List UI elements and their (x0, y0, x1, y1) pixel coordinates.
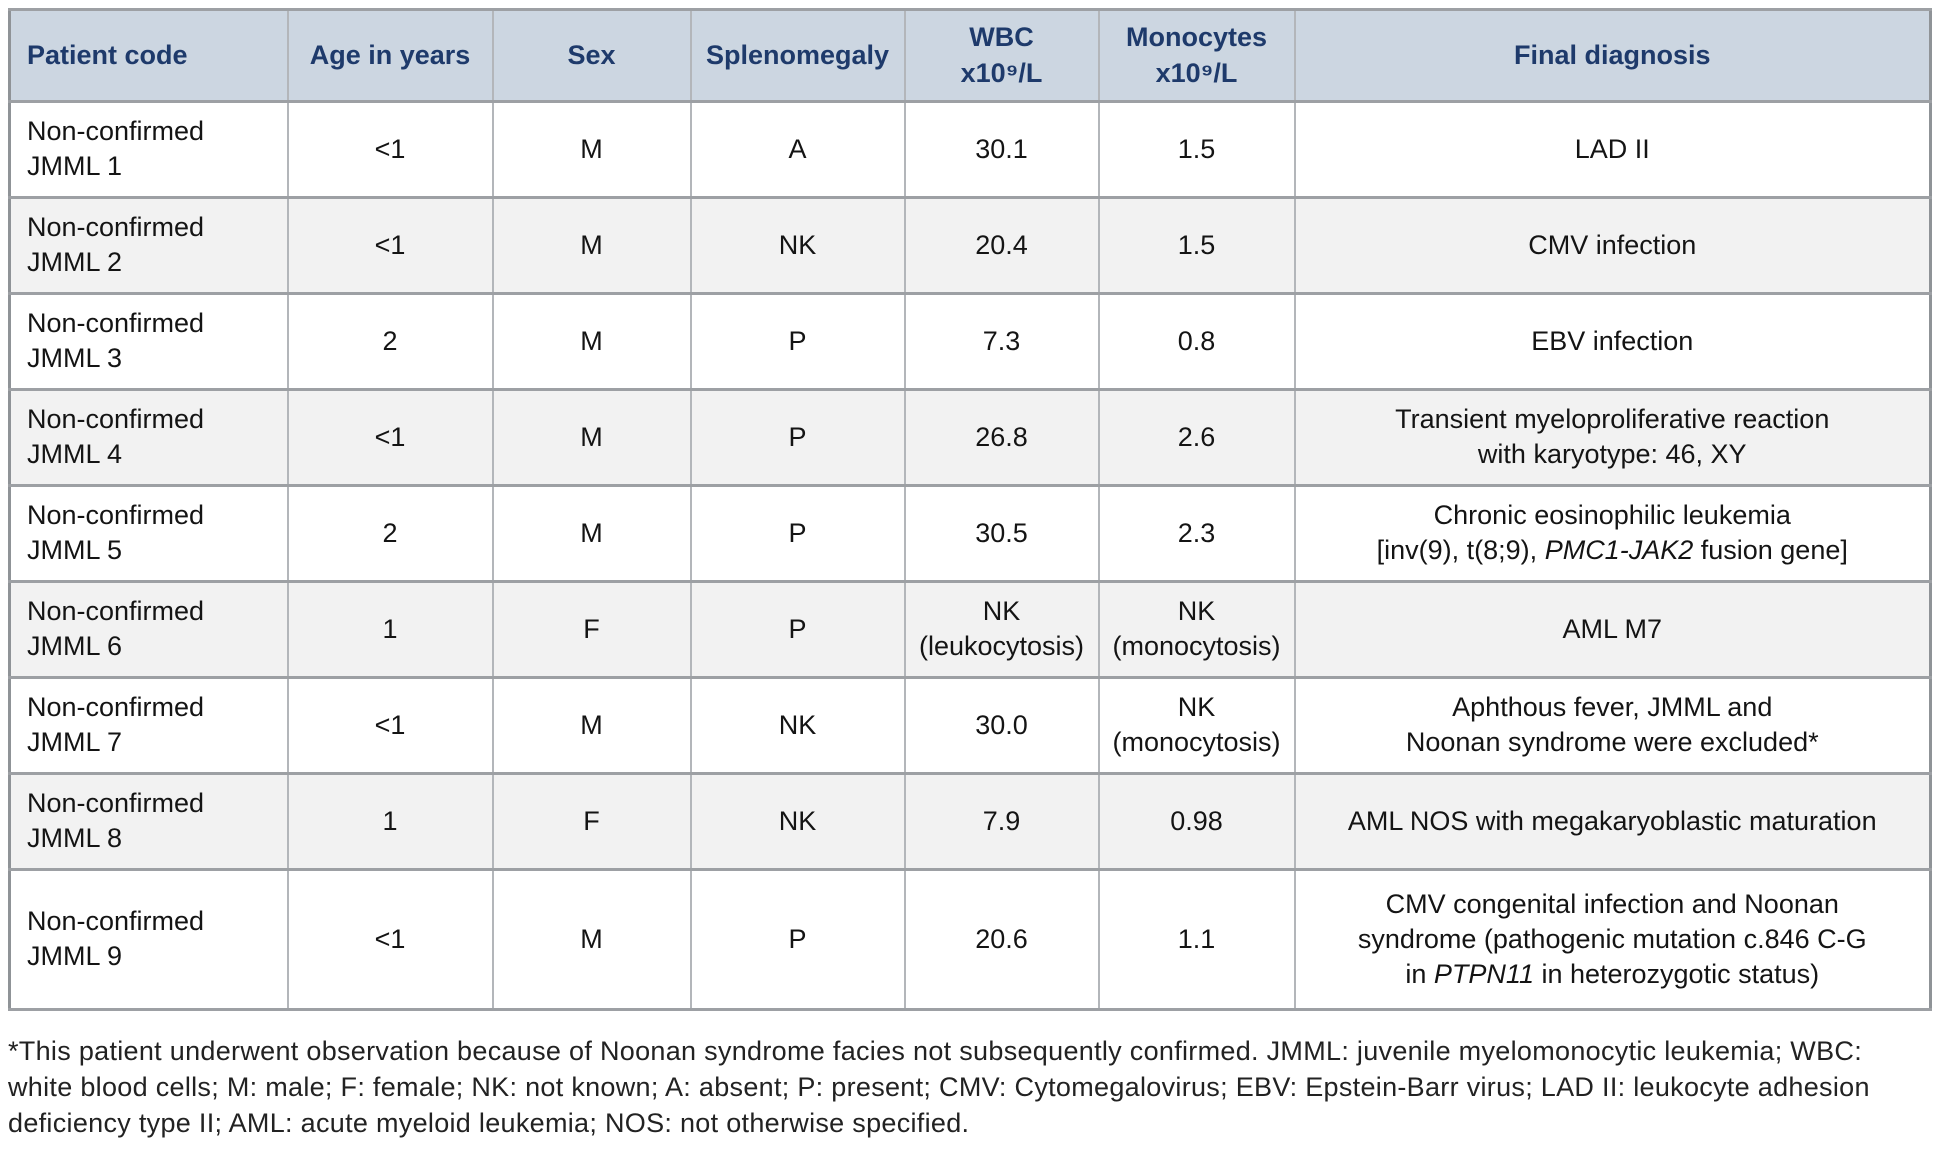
cell-monocytes: 0.98 (1097, 771, 1296, 871)
cell-monocytes: 0.8 (1097, 291, 1296, 391)
cell-splenomegaly: NK (689, 771, 906, 871)
cell-patient-code: Non-confirmed JMML 3 (8, 291, 289, 391)
cell-wbc: 30.0 (903, 675, 1100, 775)
cell-final-diagnosis: CMV infection (1293, 195, 1932, 295)
header-sex: Sex (491, 8, 692, 103)
cell-patient-code: Non-confirmed JMML 8 (8, 771, 289, 871)
cell-splenomegaly: NK (689, 195, 906, 295)
cell-final-diagnosis: Chronic eosinophilic leukemia [inv(9), t(… (1293, 483, 1932, 583)
cell-splenomegaly: NK (689, 675, 906, 775)
cell-sex: F (491, 579, 692, 679)
table-row: Non-confirmed JMML 3 2 M P 7.3 0.8 EBV i… (8, 291, 1932, 391)
cell-monocytes: 1.5 (1097, 99, 1296, 199)
cell-sex: M (491, 483, 692, 583)
header-age: Age in years (286, 8, 494, 103)
cell-final-diagnosis: Transient myeloproliferative reaction wit… (1293, 387, 1932, 487)
cell-splenomegaly: P (689, 579, 906, 679)
header-row: Patient code Age in years Sex Splenomega… (8, 8, 1932, 103)
table-header: Patient code Age in years Sex Splenomega… (8, 8, 1932, 103)
table-row: Non-confirmed JMML 2 <1 M NK 20.4 1.5 CM… (8, 195, 1932, 295)
cell-final-diagnosis: EBV infection (1293, 291, 1932, 391)
cell-patient-code: Non-confirmed JMML 2 (8, 195, 289, 295)
cell-monocytes: 2.3 (1097, 483, 1296, 583)
cell-wbc: NK (leukocytosis) (903, 579, 1100, 679)
cell-age: 2 (286, 483, 494, 583)
cell-splenomegaly: P (689, 483, 906, 583)
cell-final-diagnosis: AML NOS with megakaryoblastic maturation (1293, 771, 1932, 871)
cell-age: <1 (286, 195, 494, 295)
cell-sex: M (491, 867, 692, 1011)
table-row: Non-confirmed JMML 8 1 F NK 7.9 0.98 AML… (8, 771, 1932, 871)
header-final-diagnosis: Final diagnosis (1293, 8, 1932, 103)
cell-splenomegaly: P (689, 867, 906, 1011)
header-monocytes: Monocytes x10⁹/L (1097, 8, 1296, 103)
cell-wbc: 20.6 (903, 867, 1100, 1011)
cell-patient-code: Non-confirmed JMML 9 (8, 867, 289, 1011)
header-splenomegaly: Splenomegaly (689, 8, 906, 103)
cell-monocytes: 1.1 (1097, 867, 1296, 1011)
cell-sex: M (491, 291, 692, 391)
header-wbc: WBC x10⁹/L (903, 8, 1100, 103)
cell-monocytes: NK (monocytosis) (1097, 675, 1296, 775)
table-footnote: *This patient underwent observation beca… (8, 1035, 1870, 1139)
cell-final-diagnosis: AML M7 (1293, 579, 1932, 679)
cell-age: <1 (286, 867, 494, 1011)
header-patient-code: Patient code (8, 8, 289, 103)
cell-final-diagnosis: Aphthous fever, JMML and Noonan syndrome … (1293, 675, 1932, 775)
cell-wbc: 7.9 (903, 771, 1100, 871)
cell-monocytes: NK (monocytosis) (1097, 579, 1296, 679)
table-row: Non-confirmed JMML 1 <1 M A 30.1 1.5 LAD… (8, 99, 1932, 199)
cell-splenomegaly: P (689, 387, 906, 487)
cell-patient-code: Non-confirmed JMML 4 (8, 387, 289, 487)
cell-wbc: 20.4 (903, 195, 1100, 295)
cell-wbc: 7.3 (903, 291, 1100, 391)
cell-sex: F (491, 771, 692, 871)
cell-sex: M (491, 387, 692, 487)
cell-age: 2 (286, 291, 494, 391)
cell-patient-code: Non-confirmed JMML 6 (8, 579, 289, 679)
table-row: Non-confirmed JMML 4 <1 M P 26.8 2.6 Tra… (8, 387, 1932, 487)
cell-age: <1 (286, 99, 494, 199)
cell-monocytes: 2.6 (1097, 387, 1296, 487)
cell-age: 1 (286, 579, 494, 679)
cell-sex: M (491, 675, 692, 775)
cell-age: <1 (286, 675, 494, 775)
table-row: Non-confirmed JMML 5 2 M P 30.5 2.3 Chro… (8, 483, 1932, 583)
table-body: Non-confirmed JMML 1 <1 M A 30.1 1.5 LAD… (8, 99, 1932, 1011)
table-row: Non-confirmed JMML 6 1 F P NK (leukocyto… (8, 579, 1932, 679)
table-row: Non-confirmed JMML 9 <1 M P 20.6 1.1 CMV… (8, 867, 1932, 1011)
cell-wbc: 30.5 (903, 483, 1100, 583)
cell-wbc: 30.1 (903, 99, 1100, 199)
cell-age: 1 (286, 771, 494, 871)
cell-sex: M (491, 195, 692, 295)
cell-wbc: 26.8 (903, 387, 1100, 487)
cell-splenomegaly: P (689, 291, 906, 391)
cell-patient-code: Non-confirmed JMML 1 (8, 99, 289, 199)
cell-patient-code: Non-confirmed JMML 7 (8, 675, 289, 775)
table-row: Non-confirmed JMML 7 <1 M NK 30.0 NK (mo… (8, 675, 1932, 775)
cell-final-diagnosis: LAD II (1293, 99, 1932, 199)
cell-monocytes: 1.5 (1097, 195, 1296, 295)
patients-table: Patient code Age in years Sex Splenomega… (8, 8, 1932, 1011)
cell-age: <1 (286, 387, 494, 487)
cell-sex: M (491, 99, 692, 199)
cell-final-diagnosis: CMV congenital infection and Noonan syndr… (1293, 867, 1932, 1011)
cell-splenomegaly: A (689, 99, 906, 199)
cell-patient-code: Non-confirmed JMML 5 (8, 483, 289, 583)
